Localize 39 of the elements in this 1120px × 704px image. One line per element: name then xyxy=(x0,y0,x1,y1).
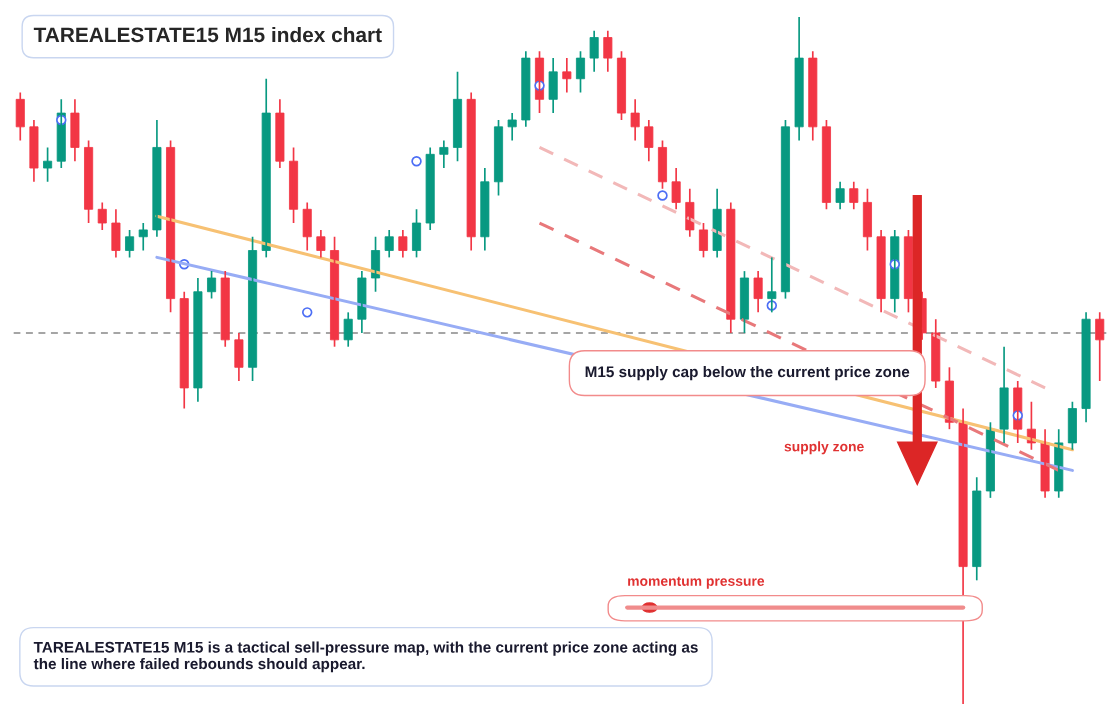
candlestick xyxy=(999,345,1009,444)
annotation: TAREALESTATE15 M15 is a tactical sell-pressure map, with the current price zone acting as the line where failed rebounds should appear. xyxy=(33,641,698,673)
candlestick xyxy=(125,229,135,259)
candlestick xyxy=(398,229,408,259)
candlestick xyxy=(507,112,517,142)
candlestick xyxy=(316,229,326,259)
candlestick xyxy=(138,222,148,252)
point xyxy=(411,155,422,167)
point xyxy=(657,190,668,201)
annotation: supply zone xyxy=(784,441,864,455)
candlestick xyxy=(753,270,763,314)
candlestick xyxy=(644,119,654,163)
candlestick xyxy=(562,57,572,94)
candlestick xyxy=(575,50,586,94)
candlestick xyxy=(849,180,859,211)
candlestick xyxy=(412,208,422,259)
candlestick xyxy=(616,50,627,121)
candlestick xyxy=(439,139,449,169)
candlestick xyxy=(589,29,599,73)
candlestick xyxy=(29,119,39,183)
annotation: M15 supply cap below the current price zone xyxy=(585,366,910,381)
candlestick xyxy=(630,98,640,142)
candlestick xyxy=(43,146,53,183)
candlestick xyxy=(1067,400,1077,451)
candlestick xyxy=(275,98,285,169)
candlestick xyxy=(384,229,394,259)
candlestick xyxy=(698,222,708,259)
candlestick xyxy=(671,167,681,211)
chart-title: TAREALESTATE15 M15 index chart xyxy=(33,26,382,43)
candlestick xyxy=(548,57,558,114)
candlestick xyxy=(207,270,217,300)
annotation: momentum pressure xyxy=(628,576,765,589)
candlestick xyxy=(111,208,121,259)
candlestick xyxy=(835,180,845,211)
candlestick xyxy=(521,50,531,128)
candlestick xyxy=(70,98,80,163)
candlestick xyxy=(603,29,613,73)
candlestick xyxy=(234,332,244,382)
point xyxy=(301,307,313,318)
